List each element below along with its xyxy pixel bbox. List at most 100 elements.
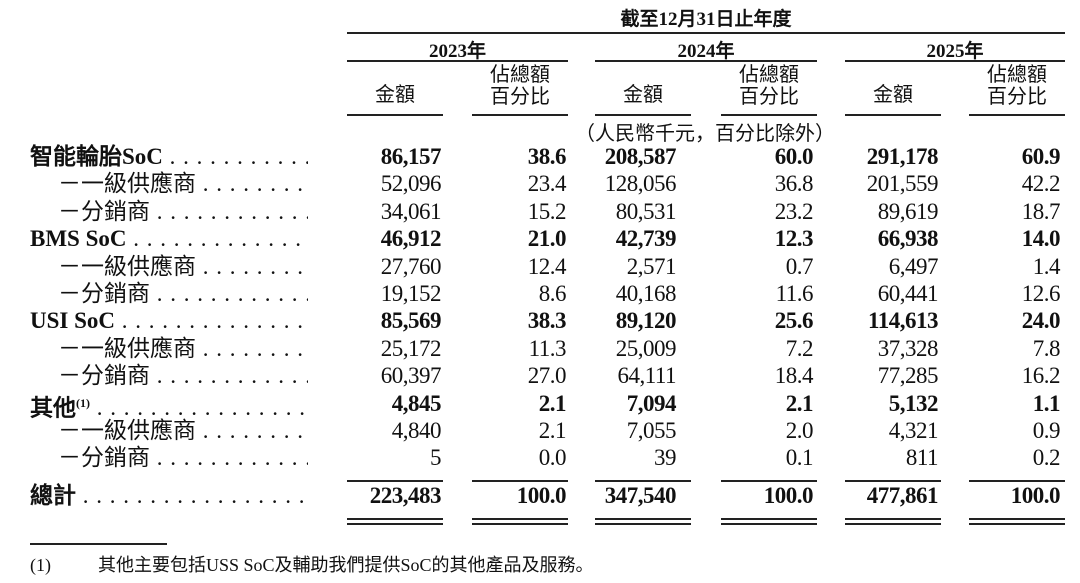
total-row: 總計 223,483 100.0 347,540 100.0 477,861 100.0 (0, 482, 1080, 509)
percentage-cell: 1.1 (1032, 390, 1061, 416)
amount-cell: 39 (654, 445, 677, 471)
amount-cell: 80,531 (615, 198, 677, 224)
row-label: －一級供應商 (58, 253, 308, 280)
amount-cell: 5 (430, 445, 442, 471)
percentage-cell: 16.2 (1021, 363, 1061, 389)
row-label: －一級供應商 (58, 335, 308, 362)
amount-cell: 86,157 (380, 144, 442, 169)
amount-header: 金額 (623, 84, 663, 106)
divider (969, 114, 1065, 116)
percentage-cell: 7.2 (785, 335, 814, 361)
percentage-cell: 12.6 (1021, 281, 1061, 306)
divider (721, 114, 817, 116)
percentage-cell: 11.3 (528, 335, 567, 361)
total-amount-cell: 347,540 (604, 483, 677, 508)
percentage-cell: 21.0 (527, 226, 567, 252)
total-double-line (721, 523, 817, 525)
amount-cell: 37,328 (877, 335, 939, 361)
divider (472, 114, 568, 116)
table-row: －分銷商 34,061 15.2 80,531 23.2 89,619 18.7 (0, 198, 1080, 225)
percentage-cell: 2.1 (538, 418, 567, 443)
percentage-cell: 0.9 (1032, 418, 1061, 443)
percentage-cell: 60.9 (1021, 144, 1061, 169)
amount-cell: 27,760 (380, 253, 442, 279)
percentage-header: 佔總額 百分比 (969, 64, 1065, 108)
percentage-cell: 0.2 (1032, 445, 1061, 471)
amount-cell: 66,938 (877, 226, 939, 252)
subtotal-line (595, 480, 691, 482)
amount-cell: 60,397 (380, 363, 442, 389)
divider (347, 114, 443, 116)
percentage-cell: 2.1 (538, 390, 567, 416)
row-label-text: －分銷商 (58, 363, 150, 389)
footnote: (1) 其他主要包括USS SoC及輔助我們提供SoC的其他產品及服務。 (30, 551, 594, 577)
footnote-divider (30, 543, 167, 545)
percentage-cell: 36.8 (774, 171, 814, 197)
percentage-cell: 7.8 (1032, 335, 1061, 361)
amount-cell: 25,172 (380, 335, 442, 361)
table-row: －一級供應商 52,096 23.4 128,056 36.8 201,559 42.2 (0, 170, 1080, 197)
total-double-line (595, 523, 691, 525)
row-label-text: －分銷商 (58, 281, 150, 306)
row-label: －一級供應商 (58, 170, 308, 197)
table-row: －分銷商 60,397 27.0 64,111 18.4 77,285 16.2 (0, 362, 1080, 389)
amount-cell: 7,094 (626, 390, 677, 416)
row-label: －分銷商 (58, 444, 308, 471)
total-percentage-cell: 100.0 (763, 483, 814, 508)
divider (845, 114, 941, 116)
amount-cell: 4,321 (888, 418, 939, 443)
amount-cell: 40,168 (615, 281, 677, 306)
table-row: －分銷商 5 0.0 39 0.1 811 0.2 (0, 444, 1080, 471)
percentage-cell: 11.6 (775, 281, 814, 306)
percentage-cell: 0.1 (785, 445, 814, 471)
amount-cell: 46,912 (380, 226, 442, 252)
amount-cell: 85,569 (380, 308, 442, 334)
percentage-cell: 1.4 (1032, 253, 1061, 279)
amount-cell: 89,120 (615, 308, 677, 334)
row-label-text: －分銷商 (58, 445, 150, 471)
percentage-cell: 27.0 (527, 363, 567, 389)
amount-cell: 19,152 (380, 281, 442, 306)
row-label-text: －一級供應商 (58, 171, 196, 197)
amount-cell: 60,441 (877, 281, 939, 306)
total-label: 總計 (30, 482, 308, 509)
row-label-text: USI SoC (30, 308, 116, 334)
percentage-cell: 25.6 (774, 308, 814, 334)
amount-cell: 89,619 (877, 198, 939, 224)
percentage-header-line2: 百分比 (739, 86, 799, 108)
row-label-text: BMS SoC (30, 226, 127, 252)
percentage-header: 佔總額 百分比 (721, 64, 817, 108)
divider (347, 60, 568, 62)
divider (347, 32, 1065, 34)
year-2024: 2024年 (677, 41, 735, 62)
total-double-line (472, 523, 568, 525)
divider (845, 60, 1065, 62)
unit-note: （人民幣千元，百分比除外） (575, 123, 835, 145)
percentage-cell: 18.4 (774, 363, 814, 389)
percentage-cell: 60.0 (774, 144, 814, 169)
amount-cell: 34,061 (380, 198, 442, 224)
row-label: USI SoC (30, 307, 308, 334)
table-row: －一級供應商 27,760 12.4 2,571 0.7 6,497 1.4 (0, 253, 1080, 280)
total-double-line (845, 518, 941, 520)
year-2023: 2023年 (428, 41, 486, 62)
subtotal-line (845, 480, 941, 482)
row-label: －分銷商 (58, 362, 308, 389)
percentage-header-line1: 佔總額 (490, 64, 550, 86)
percentage-cell: 12.4 (527, 253, 567, 279)
year-2025: 2025年 (926, 41, 984, 62)
total-double-line (347, 523, 443, 525)
row-label-text: －一級供應商 (58, 335, 196, 361)
subtotal-line (347, 480, 443, 482)
total-double-line (969, 523, 1065, 525)
total-percentage-cell: 100.0 (516, 483, 567, 508)
percentage-cell: 18.7 (1021, 198, 1061, 224)
amount-cell: 77,285 (877, 363, 939, 389)
divider (595, 60, 817, 62)
amount-cell: 4,840 (391, 418, 442, 443)
amount-cell: 64,111 (617, 363, 676, 389)
total-amount-cell: 477,861 (866, 483, 939, 508)
percentage-cell: 0.7 (785, 253, 814, 279)
percentage-cell: 38.3 (527, 308, 567, 334)
